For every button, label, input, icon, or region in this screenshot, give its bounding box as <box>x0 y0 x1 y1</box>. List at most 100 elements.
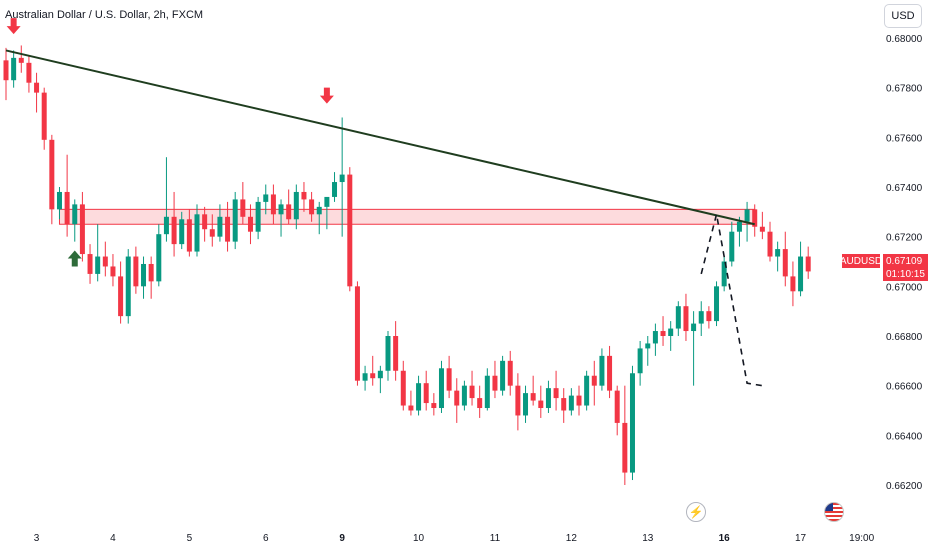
candle <box>49 134 55 225</box>
candle <box>607 345 613 399</box>
candle-body <box>446 368 452 391</box>
candle <box>270 184 276 225</box>
candle-body <box>347 174 353 287</box>
candle-body <box>163 216 169 235</box>
candle <box>79 191 85 262</box>
candle <box>438 360 444 413</box>
candle <box>217 204 223 242</box>
trendline <box>5 49 755 226</box>
candle-body <box>423 383 429 404</box>
candle-body <box>675 306 681 329</box>
candle-body <box>240 199 246 217</box>
candle-body <box>72 204 78 225</box>
candle <box>18 45 24 73</box>
candle <box>584 370 590 411</box>
candle-body <box>309 199 315 215</box>
time-tick-label: 19:00 <box>849 533 874 544</box>
time-tick-label: 11 <box>490 533 501 544</box>
candle <box>798 241 804 297</box>
candle <box>209 214 215 247</box>
candle-body <box>34 82 40 93</box>
candle-body <box>324 196 330 207</box>
candle-body <box>805 256 811 272</box>
chart-title: Australian Dollar / U.S. Dollar, 2h, FXC… <box>5 9 204 21</box>
candle <box>660 316 666 346</box>
time-axis[interactable]: 3 4 5 6 9 10 11 12 13 16 17 19:00 <box>34 533 875 544</box>
candle-body <box>293 191 299 220</box>
candle-body <box>668 328 674 336</box>
candle-body <box>263 194 269 202</box>
markers-layer <box>6 18 334 267</box>
candle-body <box>576 395 582 406</box>
candle <box>782 231 788 287</box>
candle <box>591 360 597 406</box>
candle-body <box>202 214 208 230</box>
candle-body <box>148 263 154 282</box>
candle-body <box>416 383 422 411</box>
candle-body <box>133 256 139 287</box>
us-flag-event-icon[interactable] <box>824 502 844 522</box>
candle <box>652 323 658 356</box>
candle <box>775 241 781 272</box>
candle-body <box>64 191 70 225</box>
price-tick-label: 0.68000 <box>886 34 923 45</box>
candle-body <box>255 201 261 232</box>
candle-body <box>18 57 24 63</box>
candle-body <box>79 204 85 255</box>
candle-body <box>110 266 116 277</box>
candle <box>255 196 261 240</box>
candle-body <box>729 231 735 262</box>
time-tick-label: 6 <box>263 533 269 544</box>
candle <box>500 355 506 396</box>
candle <box>576 385 582 416</box>
candle <box>408 390 414 416</box>
candle-body <box>95 256 101 274</box>
candle-body <box>362 373 368 381</box>
candle-body <box>782 249 788 277</box>
time-tick-label: 13 <box>642 533 654 544</box>
candle <box>247 204 253 245</box>
candle <box>484 368 490 411</box>
candle-body <box>507 360 513 386</box>
candle-body <box>41 92 47 140</box>
price-axis[interactable]: 0.68000 0.67800 0.67600 0.67400 0.67200 0.670… <box>886 34 923 492</box>
candle-body <box>11 57 17 81</box>
candle <box>530 375 536 406</box>
currency-button[interactable]: USD <box>884 4 922 28</box>
candle <box>477 385 483 418</box>
candle <box>232 191 238 250</box>
candle <box>316 201 322 235</box>
price-tick-label: 0.66400 <box>886 431 923 442</box>
candle <box>545 380 551 413</box>
candle-body <box>515 385 521 416</box>
candle <box>614 385 620 436</box>
candle-body <box>477 398 483 409</box>
candle <box>706 306 712 329</box>
candle <box>339 117 345 237</box>
candle <box>752 204 758 237</box>
candle-body <box>400 370 406 406</box>
candle <box>698 301 704 336</box>
candle <box>553 370 559 411</box>
candle-body <box>118 276 124 317</box>
candle-body <box>561 398 567 411</box>
candle-body <box>301 191 307 200</box>
candle-body <box>125 256 131 317</box>
price-tick-label: 0.67200 <box>886 233 923 244</box>
candle <box>95 224 101 282</box>
candle-body <box>492 375 498 391</box>
candle <box>736 216 742 247</box>
candle <box>377 365 383 394</box>
flash-event-icon[interactable]: ⚡ <box>686 502 706 522</box>
bar-countdown-label: 01:10:15 <box>883 267 928 281</box>
candle-body <box>706 311 712 322</box>
candle <box>163 157 169 242</box>
candle-body <box>179 219 185 245</box>
candle-body <box>736 221 742 232</box>
candle <box>416 375 422 416</box>
candle <box>538 385 544 418</box>
candle <box>26 55 32 93</box>
candle <box>332 172 338 202</box>
candle <box>156 224 162 287</box>
